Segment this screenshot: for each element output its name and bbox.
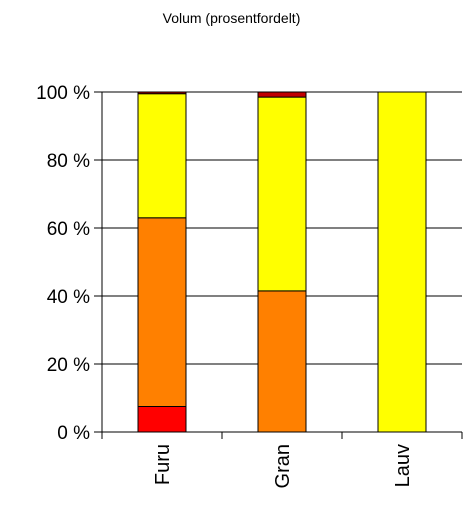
bar-segment xyxy=(377,91,427,433)
y-tick-label: 100 % xyxy=(36,83,90,104)
bar-segment xyxy=(137,406,187,433)
y-tick-label: 20 % xyxy=(47,355,90,376)
bar-segment xyxy=(257,91,307,98)
bar-segment xyxy=(257,290,307,433)
x-tick-label: Gran xyxy=(272,444,294,488)
y-tick-label: 40 % xyxy=(47,287,90,308)
bar-segment xyxy=(137,93,187,219)
bar-segment xyxy=(137,91,187,95)
y-tick-label: 60 % xyxy=(47,219,90,240)
y-tick-label: 0 % xyxy=(57,423,90,444)
x-tick-label: Furu xyxy=(152,444,174,485)
chart-title: Volum (prosentfordelt) xyxy=(162,10,301,26)
y-tick-label: 80 % xyxy=(47,151,90,172)
bar-segment xyxy=(137,217,187,407)
bar-segment xyxy=(257,96,307,292)
x-tick-label: Lauv xyxy=(392,444,414,487)
